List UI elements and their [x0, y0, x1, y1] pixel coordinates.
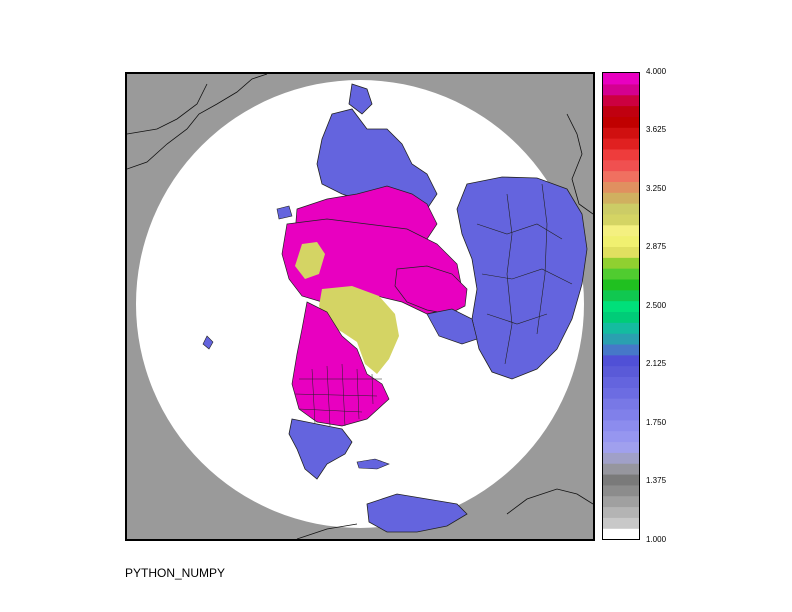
colorbar-swatch	[603, 213, 639, 226]
colorbar	[602, 72, 640, 540]
yellow-central	[319, 286, 399, 374]
colorbar-tick-label: 2.875	[646, 242, 667, 251]
colorbar-swatch	[603, 506, 639, 518]
colorbar-swatch	[603, 83, 639, 96]
colorbar-swatch	[603, 365, 639, 378]
colorbar-swatch	[603, 495, 639, 508]
colorbar-swatch	[603, 376, 639, 388]
colorbar-swatch	[603, 278, 639, 291]
colorbar-svg	[603, 73, 639, 539]
colorbar-swatch	[603, 127, 639, 139]
colorbar-swatch	[603, 463, 639, 475]
europe-south-region	[426, 308, 478, 345]
map-svg	[127, 74, 593, 539]
colorbar-swatch	[603, 408, 639, 421]
colorbar-swatch	[603, 246, 639, 258]
footer-label: PYTHON_NUMPY	[125, 566, 226, 580]
colorbar-tick-label: 3.250	[646, 184, 667, 193]
yellow-west	[295, 242, 325, 279]
colorbar-swatch	[603, 170, 639, 182]
colorbar-swatch	[603, 528, 639, 539]
colorbar-tick-label: 2.125	[646, 359, 667, 368]
colorbar-swatch	[603, 333, 639, 345]
colorbar-swatch	[603, 181, 639, 193]
colorbar-swatch	[603, 419, 639, 432]
colorbar-swatch	[603, 73, 639, 85]
colorbar-tick-label: 3.625	[646, 125, 667, 134]
central-america-region	[288, 418, 353, 480]
colorbar-swatch	[603, 268, 639, 280]
colorbar-tick-label: 4.000	[646, 67, 667, 76]
colorbar-swatch	[603, 387, 639, 399]
iceland-island	[276, 205, 293, 220]
colorbar-swatch	[603, 343, 639, 356]
colorbar-swatch	[603, 116, 639, 128]
colorbar-swatch	[603, 192, 639, 204]
south-america-region	[366, 493, 468, 533]
colorbar-swatch	[603, 517, 639, 529]
colorbar-swatch	[603, 484, 639, 497]
colorbar-swatch	[603, 94, 639, 107]
usa-state-borders	[294, 363, 382, 427]
colorbar-swatch	[603, 452, 639, 464]
colorbar-swatch	[603, 311, 639, 323]
colorbar-swatch	[603, 322, 639, 334]
pacific-island	[202, 335, 214, 350]
caribbean-islands	[356, 458, 390, 470]
colorbar-swatch	[603, 398, 639, 410]
colorbar-swatch	[603, 441, 639, 453]
outer-coastlines	[127, 74, 593, 539]
colorbar-swatch	[603, 235, 639, 247]
magenta-europe	[394, 265, 468, 315]
colorbar-swatch	[603, 159, 639, 172]
colorbar-swatch	[603, 203, 639, 215]
colorbar-swatch	[603, 354, 639, 367]
colorbar-swatch	[603, 224, 639, 237]
map-panel	[125, 72, 595, 541]
colorbar-swatch	[603, 430, 639, 443]
asia-region	[456, 176, 588, 380]
colorbar-swatch	[603, 105, 639, 117]
colorbar-tick-label: 1.750	[646, 418, 667, 427]
europe-north-region	[316, 108, 438, 210]
magenta-north-america	[291, 301, 390, 427]
scandinavia-tip	[348, 83, 373, 115]
colorbar-tick-label: 1.375	[646, 476, 667, 485]
colorbar-swatch	[603, 257, 639, 269]
colorbar-swatch	[603, 148, 639, 161]
colorbar-swatch	[603, 300, 639, 313]
colorbar-swatch	[603, 473, 639, 486]
colorbar-tick-label: 2.500	[646, 301, 667, 310]
asia-borders	[476, 183, 573, 365]
colorbar-tick-label: 1.000	[646, 535, 667, 544]
colorbar-swatch	[603, 289, 639, 302]
colorbar-swatch	[603, 138, 639, 150]
